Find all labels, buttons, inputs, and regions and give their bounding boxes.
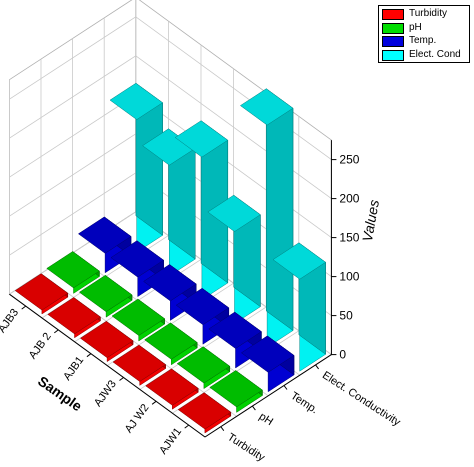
- bar-top-face: [142, 128, 196, 166]
- bar-top-face: [239, 88, 294, 126]
- bar: [109, 82, 164, 253]
- x-tick-label: AJ W2: [123, 402, 152, 435]
- legend-label: Turbidity: [409, 8, 447, 19]
- bar-top-face: [14, 273, 69, 311]
- z-tick-label: 250: [339, 153, 359, 167]
- y-tick: [251, 405, 256, 411]
- z-tick-label: 0: [339, 348, 346, 362]
- bar-top-face: [110, 240, 165, 278]
- y-tick: [283, 385, 288, 390]
- bar-top-face: [46, 251, 100, 289]
- bar: [78, 274, 133, 318]
- bar: [209, 370, 263, 413]
- bar-top-face: [177, 392, 232, 430]
- bar-top-face: [143, 264, 197, 302]
- bar-top-face: [175, 287, 230, 326]
- legend-swatch: [382, 22, 404, 34]
- x-tick: [86, 353, 92, 358]
- y-tick-label: Temp.: [288, 390, 320, 416]
- y-tick: [315, 364, 320, 370]
- bar: [207, 194, 261, 325]
- x-tick-label: AJB 2: [27, 331, 54, 362]
- y-axis-line: [204, 354, 332, 438]
- z-axis-title: Values: [359, 199, 382, 243]
- x-tick: [151, 400, 157, 405]
- bar-top-face: [78, 274, 133, 313]
- z-tick-label: 50: [339, 309, 353, 323]
- bar-top-face: [174, 120, 229, 158]
- bar: [239, 88, 294, 348]
- legend-label: pH: [409, 21, 422, 33]
- z-tick-label: 100: [339, 270, 359, 284]
- bar: [79, 320, 134, 363]
- bar-top-face: [207, 194, 261, 232]
- bar-top-face: [145, 368, 199, 406]
- z-tick-label: 150: [339, 231, 359, 245]
- bar-top-face: [209, 370, 263, 408]
- x-axis-line: [9, 293, 206, 438]
- bar-top-face: [272, 242, 327, 280]
- x-tick-label: AJW3: [92, 378, 119, 409]
- y-tick-label: pH: [257, 411, 275, 429]
- bar-top-face: [77, 216, 132, 254]
- bar: [143, 264, 197, 321]
- bar: [112, 344, 167, 386]
- bar-side-face: [266, 88, 294, 331]
- x-tick-label: AJW1: [157, 426, 184, 457]
- legend-label: Elect. Cond: [409, 48, 461, 60]
- bar: [176, 346, 231, 390]
- z-tick-label: 200: [339, 192, 359, 206]
- bar: [144, 322, 198, 366]
- bar: [145, 368, 199, 410]
- bar: [174, 120, 229, 301]
- bar-top-face: [111, 298, 166, 336]
- x-tick: [119, 377, 124, 381]
- legend: Turbidity pH Temp. Elect. Cond: [378, 5, 470, 63]
- y-tick-label: Elect. Conductivity: [320, 369, 403, 429]
- bars: [14, 82, 327, 434]
- bar-top-face: [208, 311, 262, 349]
- bar-top-face: [79, 320, 134, 359]
- bar: [14, 273, 69, 315]
- bar-top-face: [144, 322, 198, 360]
- bar: [46, 251, 100, 294]
- y-tick: [220, 426, 225, 432]
- bar: [142, 128, 196, 277]
- legend-label: Temp.: [409, 35, 437, 46]
- bar: [47, 297, 101, 339]
- bar-top-face: [240, 335, 295, 373]
- bar: [111, 298, 166, 342]
- bar: [240, 335, 295, 393]
- x-tick-label: AJB3: [0, 307, 21, 335]
- x-tick: [21, 305, 27, 310]
- bar: [177, 392, 232, 434]
- legend-swatch: [382, 9, 404, 20]
- y-tick-label: Turbidity: [225, 431, 267, 462]
- x-tick: [184, 424, 189, 429]
- legend-swatch: [382, 36, 404, 47]
- x-tick-label: AJB1: [61, 354, 86, 382]
- bar: [272, 242, 327, 372]
- bar-top-face: [47, 297, 101, 335]
- x-axis-title: Sample: [35, 373, 85, 415]
- bar-top-face: [109, 82, 164, 120]
- bar-top-face: [112, 344, 167, 382]
- x-tick: [53, 329, 59, 334]
- legend-swatch: [382, 49, 404, 61]
- bar-top-face: [176, 346, 231, 384]
